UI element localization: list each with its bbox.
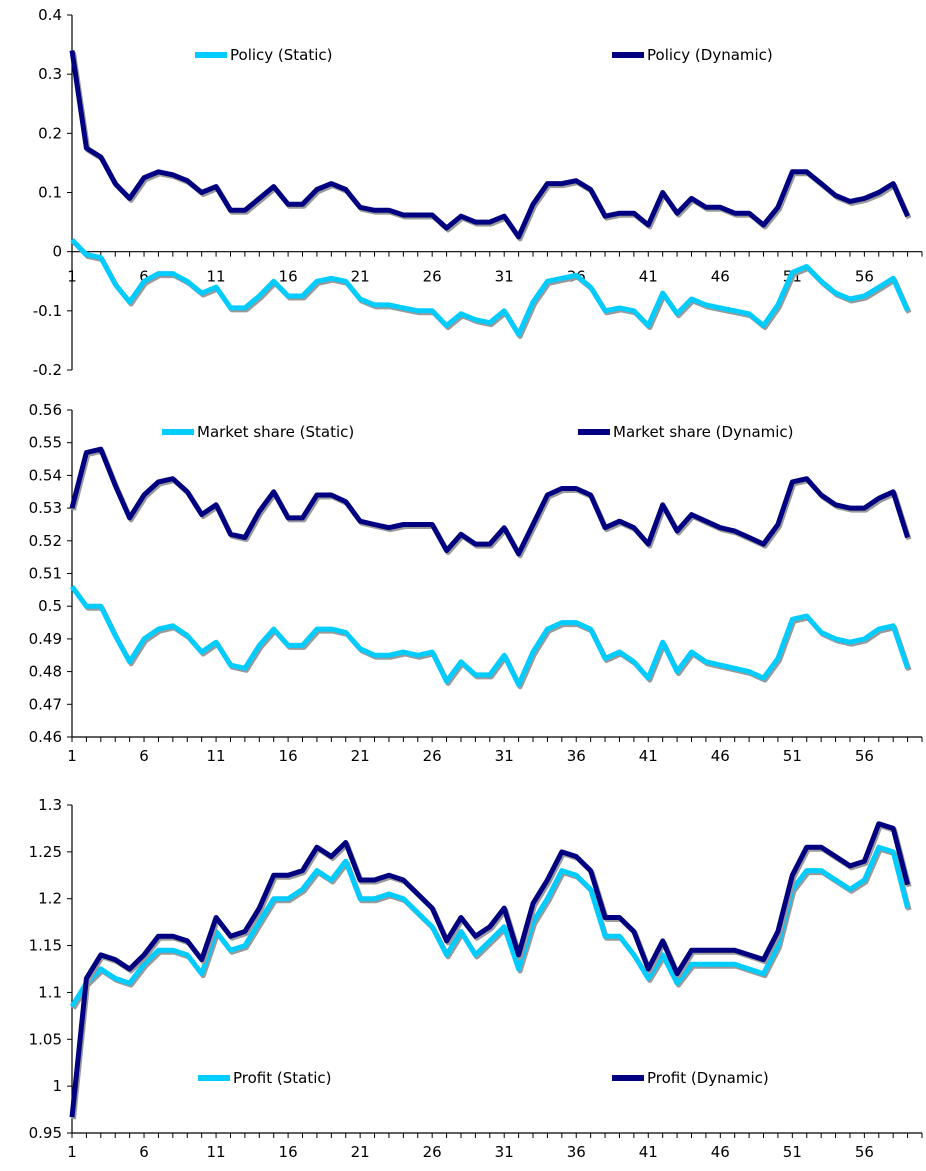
y-tick-label: 0.46: [29, 728, 62, 746]
x-tick-label: 26: [423, 747, 442, 765]
y-tick-label: 1: [52, 1077, 62, 1095]
y-tick-label: 1.15: [29, 937, 62, 955]
x-tick-label: 1: [67, 268, 77, 286]
x-tick-label: 41: [639, 747, 658, 765]
x-tick-label: 11: [207, 747, 226, 765]
legend-swatch: [198, 1075, 230, 1081]
chart-panel-2: 0.56 0.55 0.54 0.53 0.52 0.51 0.5 0.49 0.48 0.47 0…: [29, 401, 923, 765]
y-tick-label: -0.1: [33, 302, 62, 320]
y-tick-label: 0.5: [38, 597, 62, 615]
legend-swatch: [578, 429, 610, 435]
series-line-dynamic: [69, 446, 910, 557]
x-tick-label: 16: [279, 1143, 298, 1161]
y-tick-label: 0.54: [29, 466, 62, 484]
series-line-dynamic: [69, 821, 911, 1118]
x-tick-label: 1: [67, 1143, 77, 1161]
legend-entry: Market share (Dynamic): [613, 423, 794, 441]
x-tick-label: 46: [711, 1143, 730, 1161]
x-tick-label: 21: [351, 268, 370, 286]
x-tick-label: 46: [711, 268, 730, 286]
legend-entry: Profit (Dynamic): [647, 1069, 769, 1087]
legend-swatch: [162, 429, 194, 435]
legend-entry: Policy (Static): [230, 46, 333, 64]
x-tick-label: 56: [855, 268, 874, 286]
series-line-static: [69, 585, 910, 688]
x-tick-label: 11: [207, 1143, 226, 1161]
y-tick-label: 0.3: [38, 65, 62, 83]
x-tick-label: 31: [495, 268, 514, 286]
y-tick-label: 1.2: [38, 890, 62, 908]
x-tick-label: 6: [139, 268, 149, 286]
x-tick-label: 11: [207, 268, 226, 286]
y-tick-label: 0.49: [29, 630, 62, 648]
chart-panel-1: 0.40.30.20.10-0.1-0.21 6 11 16 21 26 31 36 41 46 5…: [33, 6, 923, 379]
x-tick-label: 46: [711, 747, 730, 765]
x-tick-label: 56: [855, 1143, 874, 1161]
y-tick-label: 0.1: [38, 184, 62, 202]
y-tick-label: 1.1: [38, 983, 62, 1001]
y-tick-label: 0.53: [29, 499, 62, 517]
x-tick-label: 6: [139, 747, 149, 765]
x-tick-label: 36: [567, 747, 586, 765]
x-tick-label: 1: [67, 747, 77, 765]
legend-swatch: [612, 52, 644, 58]
x-tick-label: 21: [351, 747, 370, 765]
y-tick-label: 0: [52, 243, 62, 261]
legend-swatch: [195, 52, 227, 58]
x-tick-label: 56: [855, 747, 874, 765]
legend-entry: Profit (Static): [233, 1069, 332, 1087]
y-tick-label: 0.47: [29, 695, 62, 713]
x-tick-label: 41: [639, 268, 658, 286]
y-tick-label: 1.3: [38, 796, 62, 814]
legend-entry: Policy (Dynamic): [647, 46, 773, 64]
series-shadow: [71, 52, 912, 242]
x-tick-label: 51: [783, 1143, 802, 1161]
x-tick-label: 16: [279, 268, 298, 286]
x-tick-label: 26: [423, 1143, 442, 1161]
x-tick-label: 31: [495, 1143, 514, 1161]
y-tick-label: 0.52: [29, 532, 62, 550]
x-tick-label: 41: [639, 1143, 658, 1161]
legend-entry: Market share (Static): [197, 423, 354, 441]
series-line-static: [70, 238, 910, 337]
x-tick-label: 16: [279, 747, 298, 765]
x-tick-label: 36: [567, 1143, 586, 1161]
y-tick-label: 0.4: [38, 6, 62, 24]
y-tick-label: -0.2: [33, 361, 62, 379]
y-tick-label: 0.51: [29, 565, 62, 583]
legend-swatch: [612, 1075, 644, 1081]
y-tick-label: 0.2: [38, 124, 62, 142]
y-tick-label: 0.55: [29, 434, 62, 452]
y-tick-label: 0.48: [29, 663, 62, 681]
y-tick-label: 0.95: [29, 1124, 62, 1142]
y-tick-label: 0.56: [29, 401, 62, 419]
x-tick-label: 6: [139, 1143, 149, 1161]
y-tick-label: 1.25: [29, 843, 62, 861]
y-tick-label: 1.05: [29, 1030, 62, 1048]
x-tick-label: 31: [495, 747, 514, 765]
series-line-dynamic: [69, 50, 910, 240]
x-tick-label: 51: [783, 747, 802, 765]
x-tick-label: 21: [351, 1143, 370, 1161]
x-tick-label: 26: [423, 268, 442, 286]
